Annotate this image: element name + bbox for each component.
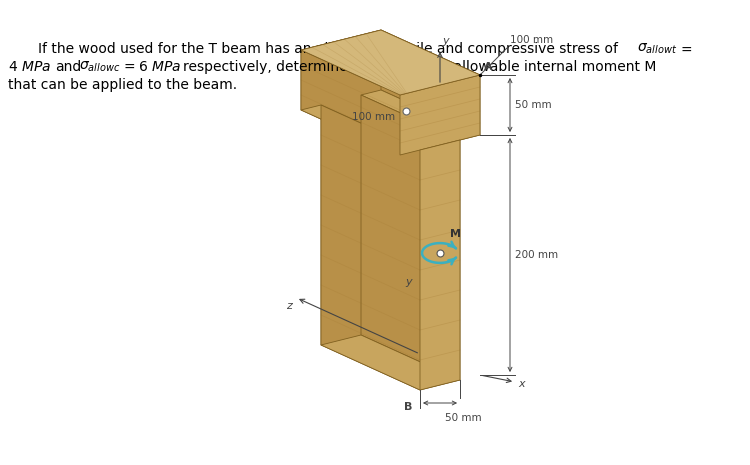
Text: If the wood used for the T beam has an allowable tensile and compressive stress : If the wood used for the T beam has an a…: [38, 42, 618, 56]
Text: $\sigma_{allowc}$: $\sigma_{allowc}$: [79, 60, 120, 74]
Text: respectively, determine the maximum allowable internal moment M: respectively, determine the maximum allo…: [183, 60, 656, 74]
Polygon shape: [301, 30, 381, 110]
Text: $= 6\ MPa$: $= 6\ MPa$: [121, 60, 182, 74]
Text: B: B: [404, 402, 412, 412]
Text: y: y: [405, 277, 412, 287]
Polygon shape: [400, 75, 480, 155]
Text: $\mathit{4\ MPa}$: $\mathit{4\ MPa}$: [8, 60, 51, 74]
Text: and: and: [55, 60, 81, 74]
Text: z: z: [286, 301, 292, 311]
Text: 100 mm: 100 mm: [510, 35, 553, 45]
Polygon shape: [321, 335, 460, 390]
Polygon shape: [301, 30, 480, 95]
Text: x: x: [518, 379, 525, 389]
Text: $\sigma_{allowt}$: $\sigma_{allowt}$: [637, 42, 677, 56]
Polygon shape: [321, 105, 420, 390]
Text: 50 mm: 50 mm: [515, 100, 551, 110]
Polygon shape: [301, 30, 480, 95]
Text: $=$: $=$: [678, 42, 693, 56]
Polygon shape: [301, 105, 420, 155]
Polygon shape: [301, 50, 400, 155]
Polygon shape: [381, 30, 480, 135]
Polygon shape: [361, 95, 460, 380]
Text: M: M: [450, 229, 461, 239]
Text: y: y: [442, 36, 448, 46]
Text: 200 mm: 200 mm: [515, 250, 558, 260]
Polygon shape: [361, 90, 480, 140]
Text: that can be applied to the beam.: that can be applied to the beam.: [8, 78, 237, 92]
Polygon shape: [321, 95, 361, 345]
Polygon shape: [420, 140, 460, 390]
Text: 50 mm: 50 mm: [445, 413, 482, 423]
Text: 100 mm: 100 mm: [352, 112, 395, 122]
Text: A: A: [484, 62, 493, 72]
